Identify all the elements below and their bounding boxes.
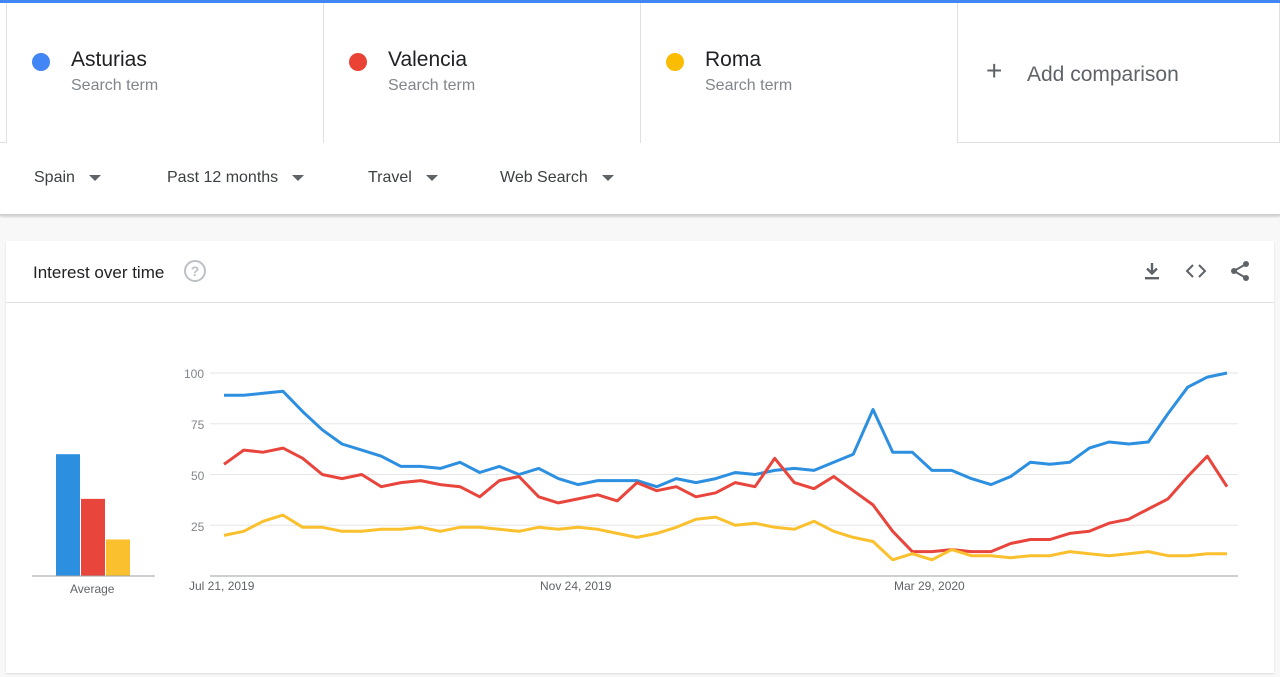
filter-label: Past 12 months	[167, 169, 279, 186]
series-line-valencia[interactable]	[223, 446, 1229, 554]
term-name: Valencia	[388, 48, 467, 71]
embed-icon[interactable]	[1184, 259, 1208, 283]
caret-down-icon	[425, 175, 438, 181]
filter-category[interactable]: Travel	[368, 169, 438, 187]
term-type: Search term	[705, 77, 793, 94]
download-icon[interactable]	[1140, 259, 1164, 283]
term-type: Search term	[388, 77, 476, 94]
filter-label: Spain	[34, 169, 75, 186]
y-tick-100: 100	[184, 367, 205, 381]
term-type: Search term	[71, 77, 159, 94]
add-comparison-label: Add comparison	[1027, 63, 1179, 86]
x-label-mar-2020: Mar 29, 2020	[894, 579, 965, 593]
series-line-roma[interactable]	[223, 513, 1227, 562]
filter-search-type[interactable]: Web Search	[500, 169, 614, 187]
term-card-valencia[interactable]: Valencia Search term	[323, 3, 640, 143]
series-line-asturias[interactable]	[224, 371, 1228, 489]
interest-over-time-card: Interest over time ? Average 100 75 50 2…	[6, 241, 1274, 673]
caret-down-icon	[292, 175, 305, 181]
top-accent-bar	[0, 0, 1280, 3]
caret-down-icon	[601, 175, 614, 181]
add-comparison-button[interactable]: + Add comparison	[957, 3, 1280, 142]
filter-label: Web Search	[500, 169, 588, 186]
chart-series-lines	[223, 371, 1229, 562]
plus-icon: +	[986, 55, 1003, 86]
filter-label: Travel	[368, 169, 412, 186]
share-icon[interactable]	[1228, 259, 1252, 283]
average-bar-asturias[interactable]	[56, 454, 80, 576]
term-color-dot	[32, 53, 50, 71]
filter-region[interactable]: Spain	[34, 169, 101, 187]
card-title: Interest over time	[33, 263, 165, 282]
interest-chart	[32, 371, 1238, 577]
term-name: Roma	[705, 48, 762, 71]
y-tick-50: 50	[191, 469, 205, 483]
term-card-asturias[interactable]: Asturias Search term	[6, 3, 323, 143]
x-label-jul-2019: Jul 21, 2019	[189, 579, 255, 593]
y-tick-75: 75	[191, 418, 205, 432]
average-bars	[32, 454, 155, 577]
filter-time-range[interactable]: Past 12 months	[167, 169, 305, 187]
caret-down-icon	[88, 175, 101, 181]
x-label-nov-2019: Nov 24, 2019	[540, 579, 612, 593]
help-icon[interactable]: ?	[184, 260, 206, 282]
term-name: Asturias	[71, 48, 147, 71]
term-card-roma[interactable]: Roma Search term	[640, 3, 957, 143]
average-bar-valencia[interactable]	[81, 498, 105, 576]
y-tick-25: 25	[191, 520, 205, 534]
comparison-terms: Asturias Search term Valencia Search ter…	[0, 3, 1280, 143]
term-color-dot	[666, 53, 684, 71]
term-color-dot	[349, 53, 367, 71]
filter-bar: Spain Past 12 months Travel Web Search	[0, 143, 1280, 215]
average-bar-roma[interactable]	[106, 539, 130, 576]
card-header: Interest over time ?	[6, 241, 1274, 303]
average-label: Average	[70, 582, 115, 596]
